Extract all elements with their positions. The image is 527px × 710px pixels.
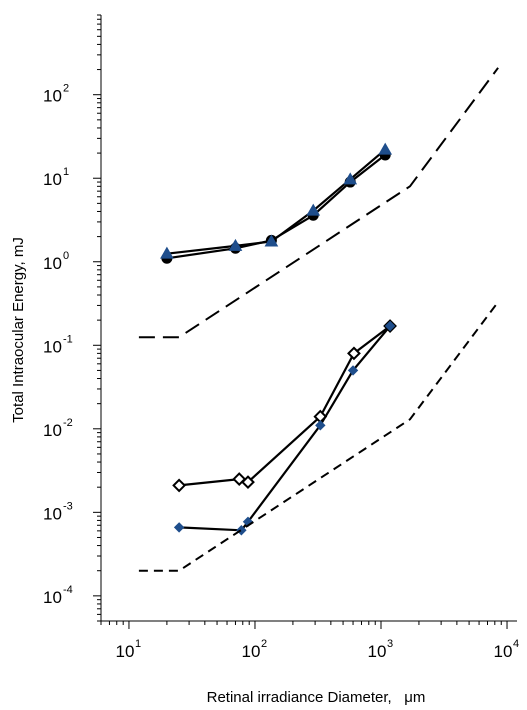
y-tick-label: 10: [43, 504, 62, 523]
point-triangle: [264, 234, 279, 247]
point-filled-diamond: [315, 420, 326, 431]
series-line: [138, 67, 499, 339]
x-tick-exponent: 4: [513, 638, 519, 650]
x-tick-label: 10: [368, 642, 387, 661]
x-axis-ticks: 10 1 10 2 10 3 10 4: [100, 621, 519, 661]
point-open-diamond: [172, 478, 187, 493]
y-tick-label: 10: [43, 87, 62, 106]
y-tick-exponent: -4: [63, 584, 73, 596]
x-tick-label: 10: [115, 642, 134, 661]
y-tick-exponent: -1: [63, 333, 73, 345]
series-line: [166, 148, 386, 255]
series-line: [138, 301, 499, 572]
series-line: [178, 325, 391, 487]
y-tick-exponent: -2: [63, 417, 73, 429]
y-tick-exponent: 0: [63, 250, 69, 262]
x-tick-label: 10: [494, 642, 513, 661]
x-tick-exponent: 3: [387, 638, 393, 650]
y-tick-label: 10: [43, 254, 62, 273]
point-triangle: [343, 172, 358, 185]
y-tick-label: 10: [43, 337, 62, 356]
point-triangle: [306, 203, 321, 216]
point-open-diamond: [241, 475, 255, 490]
series-layer: [138, 67, 499, 572]
x-tick-exponent: 1: [135, 638, 141, 650]
y-tick-exponent: 1: [63, 166, 69, 178]
x-tick-label: 10: [242, 642, 261, 661]
y-tick-exponent: -3: [63, 500, 73, 512]
y-tick-label: 10: [43, 421, 62, 440]
axes: [100, 15, 517, 622]
point-filled-diamond: [347, 365, 359, 376]
point-open-diamond: [347, 346, 361, 361]
point-filled-diamond: [384, 320, 396, 332]
y-axis-label: Total Intraocular Energy, mJ: [10, 237, 27, 423]
series-line: [179, 325, 391, 532]
point-triangle: [378, 142, 393, 155]
point-triangle: [228, 238, 243, 251]
y-tick-label: 10: [43, 588, 62, 607]
point-triangle: [160, 246, 174, 259]
y-tick-exponent: 2: [63, 83, 69, 95]
point-filled-diamond: [173, 522, 185, 533]
x-axis-label: Retinal irradiance Diameter, μm: [207, 689, 426, 706]
x-tick-exponent: 2: [261, 638, 267, 650]
y-tick-label: 10: [43, 170, 62, 189]
series-line: [166, 154, 386, 260]
